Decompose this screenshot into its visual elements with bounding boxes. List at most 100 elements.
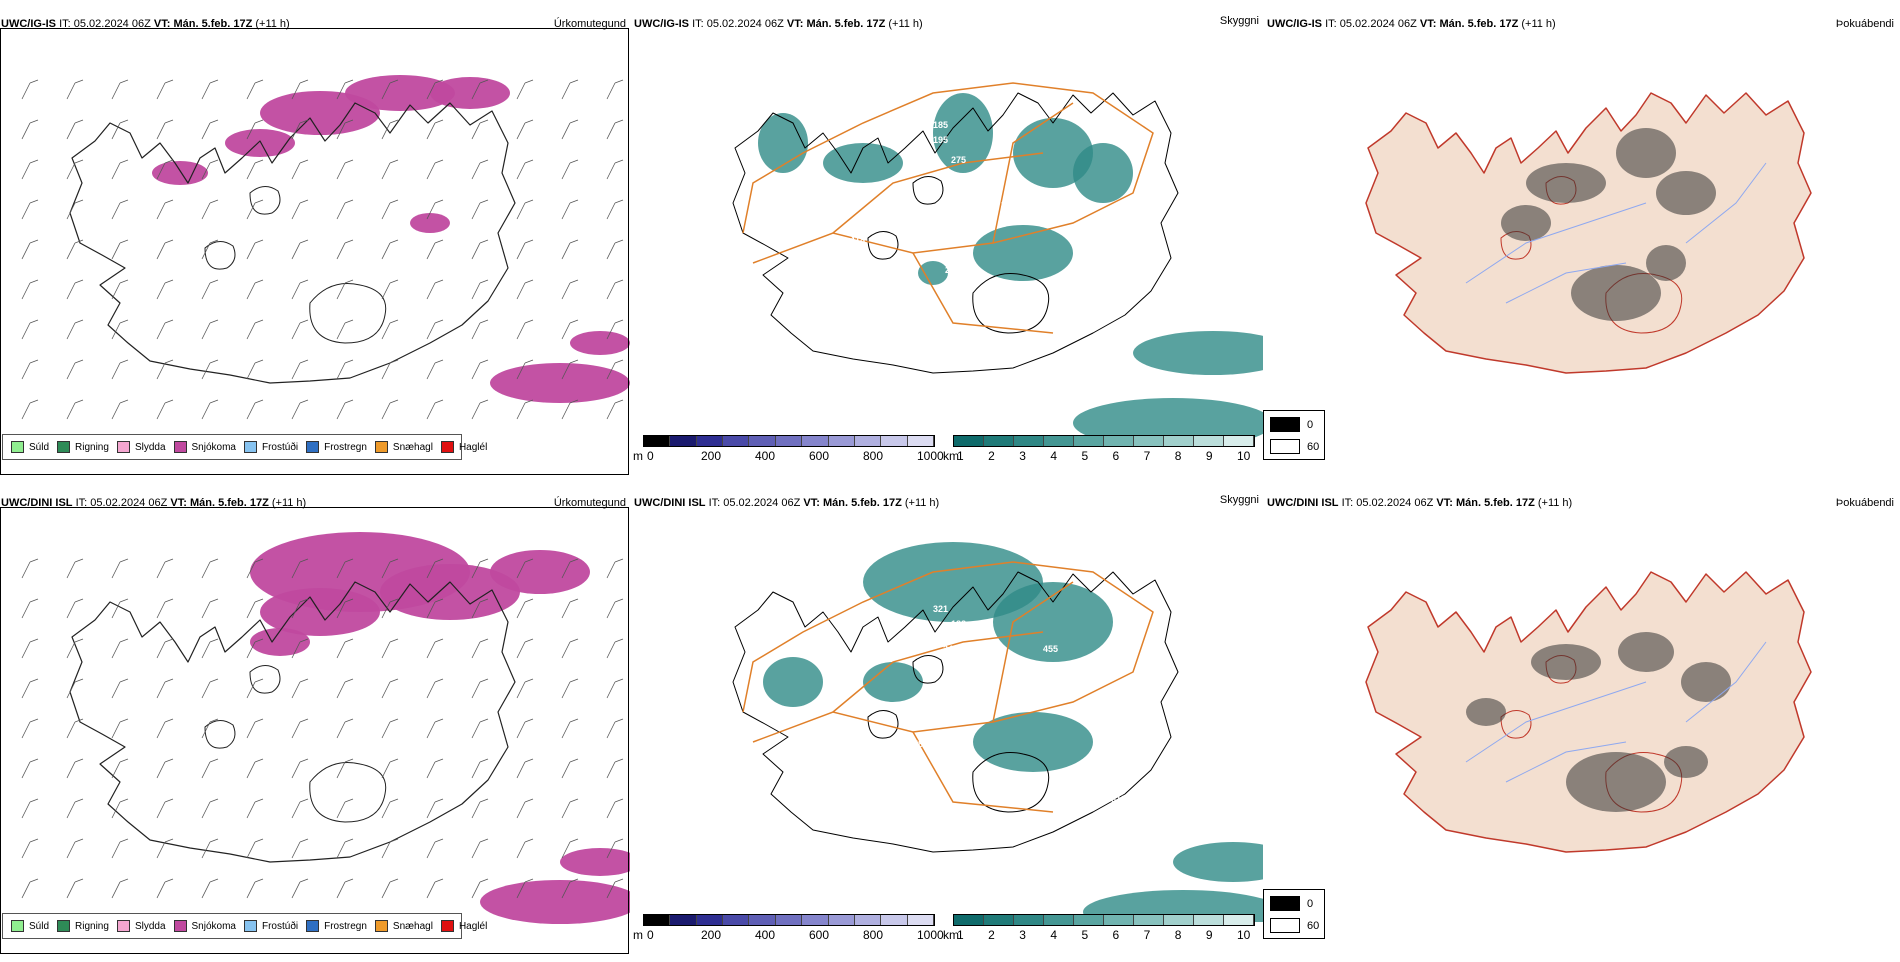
wind-barb (516, 641, 526, 659)
wind-barb (426, 721, 436, 739)
wind-barb (561, 82, 571, 100)
wind-barb (156, 641, 166, 659)
wind-barb (606, 162, 616, 180)
fog-shading (1501, 128, 1716, 321)
visibility-colorbar: km 1 2 3 4 5 6 7 8 9 10 (943, 435, 1263, 471)
wind-barb (209, 558, 219, 563)
wind-barb (254, 119, 264, 124)
wind-barb (344, 79, 354, 84)
wind-barb (524, 119, 534, 124)
wind-barb (569, 159, 579, 164)
wind-barb (21, 202, 31, 220)
colorbar-cell (954, 436, 984, 446)
wind-barb (516, 841, 526, 859)
wind-barb (291, 282, 301, 300)
wind-barb (66, 561, 76, 579)
wind-barb (156, 402, 166, 420)
wind-barb (471, 881, 481, 899)
cloud-map (1365, 92, 1812, 374)
wind-barb (254, 638, 264, 643)
wind-barb (434, 638, 444, 643)
wind-barb (434, 239, 444, 244)
wind-barb (201, 841, 211, 859)
wind-barb (426, 601, 436, 619)
road-network (742, 82, 1154, 334)
wind-barb (389, 399, 399, 404)
wind-barb (66, 242, 76, 260)
wind-barb (434, 119, 444, 124)
wind-barb (471, 561, 481, 579)
wind-barb (344, 119, 354, 124)
legend-item: Rigning (57, 920, 109, 932)
wind-barb (479, 718, 489, 723)
wind-barb (164, 878, 174, 883)
wind-barb (479, 319, 489, 324)
wind-barb (156, 721, 166, 739)
colorbar-tick: 4 (1050, 928, 1058, 942)
wind-barb (246, 641, 256, 659)
colorbar-strip (953, 914, 1255, 926)
wind-barb (201, 601, 211, 619)
wind-barb (479, 399, 489, 404)
fog-area (1618, 632, 1674, 672)
wind-barb (524, 319, 534, 324)
wind-barb (389, 119, 399, 124)
wind-barb (479, 159, 489, 164)
colorbar-tick: 800 (863, 449, 884, 463)
wind-barb (254, 319, 264, 324)
wind-barb (344, 159, 354, 164)
wind-barb (299, 199, 309, 204)
colorbar-cell (1224, 915, 1254, 925)
wind-barb (254, 558, 264, 563)
wind-barb (389, 758, 399, 763)
legend-label: Snæhagl (392, 441, 433, 453)
wind-barb (119, 79, 129, 84)
panel-header: UWC/IG-IS IT: 05.02.2024 06Z VT: Mán. 5.… (1267, 18, 1556, 30)
wind-barb (516, 402, 526, 420)
wind-barb (471, 681, 481, 699)
wind-barb (426, 242, 436, 260)
wind-barb (291, 202, 301, 220)
colorbar-cell (723, 915, 750, 925)
wind-barb (66, 202, 76, 220)
wind-barb (471, 641, 481, 659)
low-visibility-area (863, 542, 1043, 622)
colorbar-cell (723, 436, 750, 446)
iceland-outline (69, 581, 516, 863)
wind-barb (299, 678, 309, 683)
wind-barb (291, 601, 301, 619)
wind-barb (119, 119, 129, 124)
wind-barb (614, 678, 624, 683)
panel-title: Þokuábendi (1835, 18, 1894, 30)
wind-barb (254, 758, 264, 763)
wind-barb (516, 721, 526, 739)
wind-barb (66, 322, 76, 340)
wind-barb (246, 881, 256, 899)
iceland-map (1365, 571, 1812, 853)
wind-barb (426, 681, 436, 699)
wind-barb (66, 681, 76, 699)
wind-barb (426, 561, 436, 579)
fog-area (1664, 746, 1708, 778)
wind-barb (344, 359, 354, 364)
colorbar-cell (749, 915, 776, 925)
wind-barb (156, 322, 166, 340)
wind-barb (74, 758, 84, 763)
wind-barb (524, 838, 534, 843)
wind-barb (111, 122, 121, 140)
colorbar-tick: 10 (1237, 449, 1251, 463)
low-visibility-area (1073, 143, 1133, 203)
wind-barb (471, 402, 481, 420)
legend-item: Snæhagl (374, 920, 433, 932)
wind-barb (336, 601, 346, 619)
wind-barb (471, 82, 481, 100)
panel-title: Þokuábendi (1835, 497, 1894, 509)
iceland-outline (1365, 92, 1812, 374)
panel-header: UWC/IG-IS IT: 05.02.2024 06Z VT: Mán. 5.… (634, 18, 923, 30)
wind-barb (29, 598, 39, 603)
wind-barb (426, 162, 436, 180)
wind-barb (74, 359, 84, 364)
wind-barb (29, 79, 39, 84)
wind-barb (246, 761, 256, 779)
wind-barb (201, 761, 211, 779)
